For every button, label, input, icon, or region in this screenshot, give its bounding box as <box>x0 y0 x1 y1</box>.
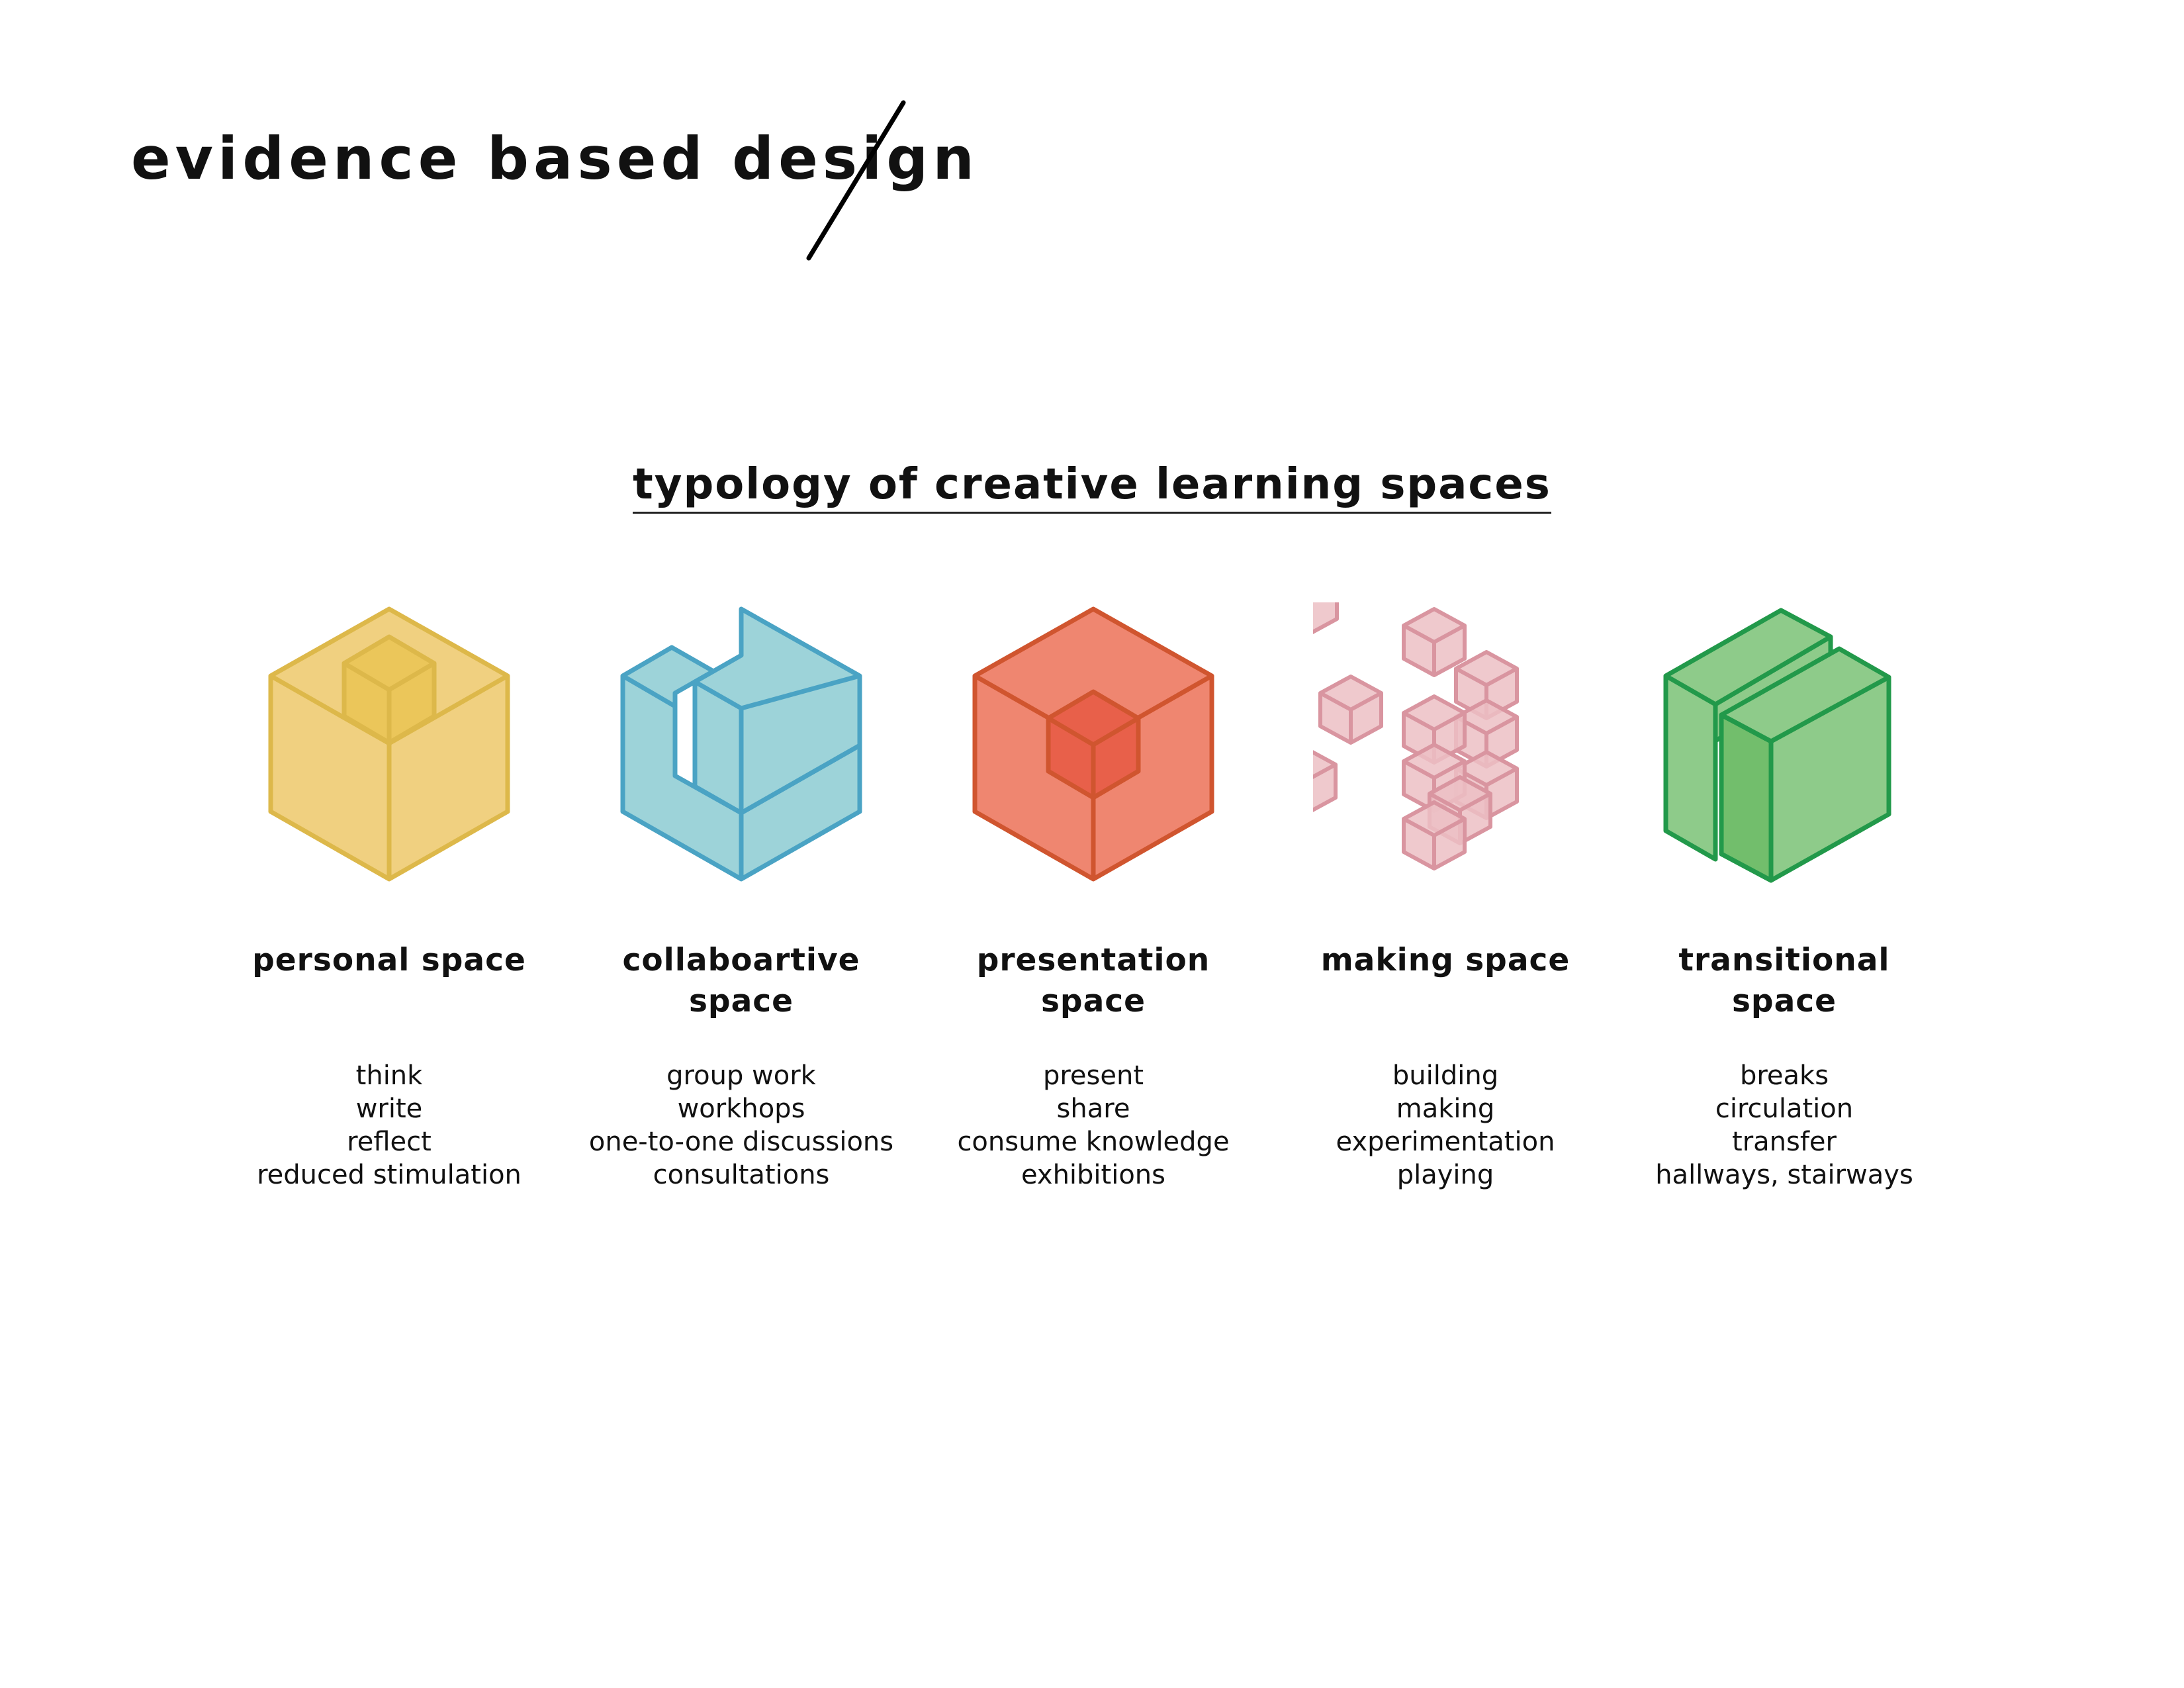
activity-item: present <box>1042 1060 1144 1091</box>
space-label-collaborative: collaboartive space <box>622 942 860 1019</box>
activity-item: transfer <box>1732 1127 1837 1157</box>
space-column-personal: personal space think write reflect reduc… <box>217 602 561 1192</box>
activity-item: building <box>1392 1060 1499 1091</box>
activity-item: share <box>1056 1094 1130 1124</box>
space-column-presentation: presentation space present share consume… <box>921 602 1265 1192</box>
activity-item: breaks <box>1739 1060 1829 1091</box>
space-label-presentation: presentation space <box>976 942 1210 1019</box>
space-label-transitional: transitional space <box>1678 942 1890 1019</box>
activity-list-collaborative: group work workhops one-to-one discussio… <box>569 1059 913 1192</box>
activity-item: workhops <box>677 1094 805 1124</box>
activity-item: hallways, stairways <box>1655 1160 1913 1190</box>
page-title: evidence based design <box>131 124 979 193</box>
space-label-personal: personal space <box>252 942 526 978</box>
nested-cube-icon <box>268 606 510 882</box>
section-title-text: typology of creative learning spaces <box>633 460 1551 514</box>
activity-list-presentation: present share consume knowledge exhibiti… <box>921 1059 1265 1192</box>
activity-item: group work <box>666 1060 816 1091</box>
activity-item: one-to-one discussions <box>588 1127 894 1157</box>
activity-list-personal: think write reflect reduced stimulation <box>217 1059 561 1192</box>
activity-list-making: building making experimentation playing <box>1273 1059 1617 1192</box>
space-column-collaborative: collaboartive space group work workhops … <box>569 602 913 1192</box>
activity-item: reduced stimulation <box>257 1160 522 1190</box>
activity-item: circulation <box>1715 1094 1854 1124</box>
activity-item: experimentation <box>1336 1127 1555 1157</box>
activity-list-transitional: breaks circulation transfer hallways, st… <box>1612 1059 1956 1192</box>
section-title: typology of creative learning spaces <box>0 460 2184 514</box>
activity-item: write <box>355 1094 423 1124</box>
title-slash-divider <box>806 100 906 261</box>
activity-item: exhibitions <box>1021 1160 1165 1190</box>
scattered-cubes-icon <box>1313 602 1578 887</box>
core-cube-icon <box>972 606 1214 882</box>
activity-item: consume knowledge <box>957 1127 1230 1157</box>
parallel-slabs-icon <box>1663 608 1891 883</box>
space-column-transitional: transitional space breaks circulation tr… <box>1612 602 1956 1192</box>
activity-item: playing <box>1396 1160 1494 1190</box>
activity-item: reflect <box>347 1127 432 1157</box>
activity-item: making <box>1396 1094 1495 1124</box>
space-label-making: making space <box>1320 942 1570 978</box>
space-column-making: making space building making experimenta… <box>1273 602 1617 1192</box>
activity-item: think <box>355 1060 423 1091</box>
activity-item: consultations <box>653 1160 830 1190</box>
interlocking-cube-icon <box>620 606 862 882</box>
